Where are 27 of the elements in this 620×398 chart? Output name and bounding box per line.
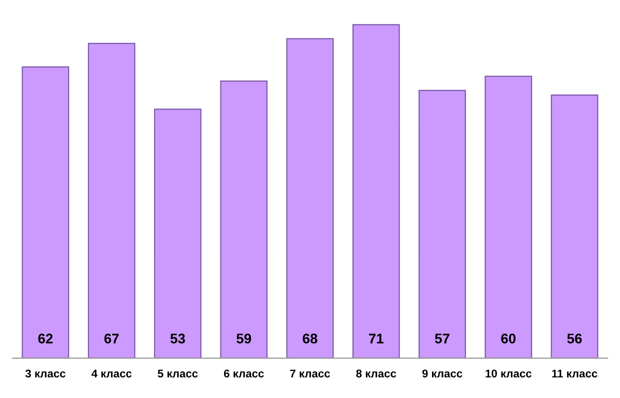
data-label: 59 bbox=[236, 334, 252, 344]
x-tick-label: 11 класс bbox=[552, 370, 598, 378]
x-tick-label: 9 класс bbox=[422, 370, 462, 378]
x-tick-label: 8 класс bbox=[356, 370, 396, 378]
bar bbox=[418, 90, 466, 358]
bar bbox=[154, 108, 202, 358]
bar bbox=[286, 38, 334, 358]
x-tick-label: 3 класс bbox=[25, 370, 66, 378]
bar bbox=[88, 42, 136, 358]
bar bbox=[550, 94, 598, 358]
x-tick-label: 6 класс bbox=[224, 370, 264, 378]
data-label: 56 bbox=[567, 334, 582, 344]
bar bbox=[352, 24, 400, 358]
bar bbox=[220, 80, 268, 358]
data-label: 62 bbox=[38, 334, 53, 344]
x-tick-label: 5 класс bbox=[158, 370, 198, 378]
x-tick-label: 10 класс bbox=[486, 370, 532, 378]
x-tick-label: 4 класс bbox=[91, 370, 132, 378]
bar bbox=[22, 66, 70, 358]
data-label: 67 bbox=[104, 334, 119, 344]
data-label: 60 bbox=[501, 334, 516, 344]
data-label: 57 bbox=[434, 334, 450, 344]
bar bbox=[484, 76, 532, 358]
data-label: 71 bbox=[369, 334, 384, 344]
data-label: 53 bbox=[170, 334, 185, 344]
data-label: 68 bbox=[302, 334, 318, 344]
x-tick-label: 7 класс bbox=[290, 370, 330, 378]
